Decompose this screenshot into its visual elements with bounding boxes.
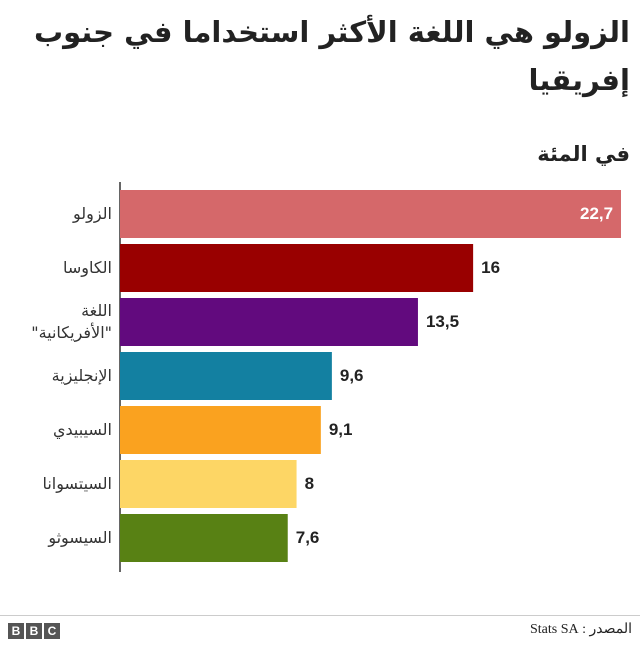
category-label: السيسوثو (48, 528, 112, 547)
value-label: 16 (481, 258, 501, 277)
category-label: الزولو (72, 204, 112, 223)
bar (120, 406, 321, 454)
bar (120, 190, 621, 238)
logo-letter: C (44, 623, 60, 639)
category-label: السيبيدي (53, 420, 112, 439)
chart-subtitle: في المئة (537, 142, 630, 166)
value-label: 13,5 (425, 312, 460, 331)
value-label: 7,6 (295, 528, 320, 547)
value-label: 9,1 (328, 420, 353, 439)
category-label: اللغة "الأفريكانية" (31, 301, 112, 342)
chart-title: الزولو هي اللغة الأكثر استخداما في جنوب … (33, 15, 630, 97)
category-label: الإنجليزية (51, 366, 112, 385)
value-label: 8 (304, 474, 315, 493)
bar (120, 460, 297, 508)
source: المصدر : Stats SA (529, 622, 632, 637)
bar (120, 514, 288, 562)
bar (120, 244, 474, 292)
category-label: السيتسوانا (42, 474, 112, 493)
category-label: الكاوسا (62, 258, 112, 277)
value-label: 9,6 (339, 366, 364, 385)
bar (120, 298, 418, 346)
bar (120, 352, 332, 400)
logo-letter: B (26, 623, 42, 639)
logo-letter: B (8, 623, 24, 639)
value-label: 22,7 (580, 204, 614, 223)
